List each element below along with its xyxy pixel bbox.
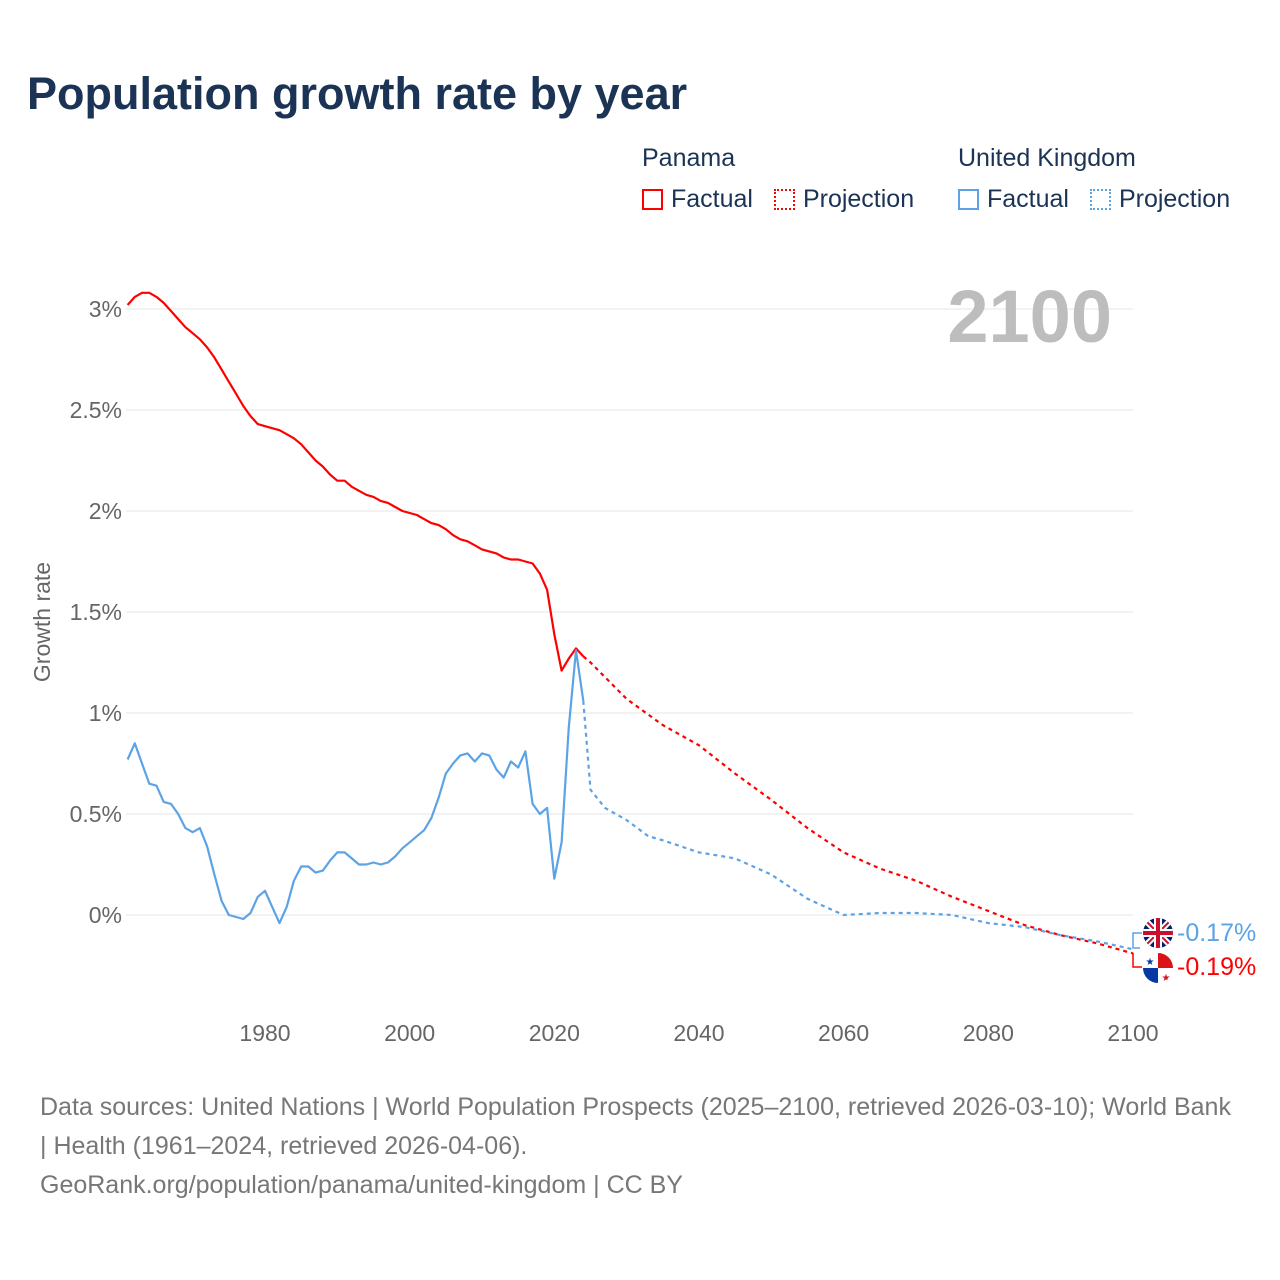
current-year-label: 2100 (947, 275, 1112, 358)
x-tick-label: 2020 (529, 1020, 580, 1046)
y-tick-label: 2.5% (70, 397, 122, 423)
footer: Data sources: United Nations | World Pop… (40, 1088, 1240, 1205)
series-line-panama-factual (126, 291, 585, 672)
legend-label: Projection (1118, 185, 1231, 213)
uk-end-value: -0.17% (1177, 919, 1256, 947)
panama-end-value: -0.19% (1177, 953, 1256, 981)
legend-label: Projection (802, 185, 915, 213)
legend-country: Panama (642, 144, 736, 172)
legend-item-uk-factual[interactable]: Factual (958, 185, 1069, 214)
y-tick-label: 0.5% (70, 801, 122, 827)
legend-item-uk-projection[interactable]: Projection (1089, 185, 1231, 214)
svg-text:★: ★ (1146, 957, 1155, 968)
panama-end-connector (1132, 953, 1142, 968)
data-sources: Data sources: United Nations | World Pop… (40, 1093, 1231, 1160)
x-tick-label: 2040 (673, 1020, 724, 1046)
legend-item-panama-projection[interactable]: Projection (773, 185, 915, 214)
series-line-united-kingdom-factual (126, 649, 585, 925)
legend-uk: United Kingdom Factual Projection (958, 144, 1244, 217)
svg-text:★: ★ (1162, 973, 1171, 984)
x-tick-label: 2100 (1107, 1020, 1158, 1046)
y-tick-label: 3% (89, 296, 122, 322)
y-tick-label: 1% (89, 700, 122, 726)
chart-title: Population growth rate by year (27, 68, 688, 119)
series-line-united-kingdom-projection (582, 700, 1134, 951)
legend-label: Factual (987, 185, 1069, 213)
legend-swatch (958, 189, 979, 210)
y-axis-label: Growth rate (29, 562, 55, 682)
uk-end-connector (1132, 932, 1142, 949)
legend-item-panama-factual[interactable]: Factual (642, 185, 753, 214)
uk-flag-icon (1143, 918, 1173, 948)
legend-swatch (642, 189, 663, 210)
y-tick-label: 1.5% (70, 599, 122, 625)
legend-swatch (773, 189, 795, 210)
x-tick-label: 2080 (963, 1020, 1014, 1046)
series-line-panama-projection (582, 655, 1134, 955)
y-tick-label: 0% (89, 902, 122, 928)
legend-panama: Panama Factual Projection (642, 144, 928, 217)
legend-country: United Kingdom (958, 144, 1136, 172)
credit-link[interactable]: GeoRank.org/population/panama/united-kin… (40, 1171, 683, 1199)
y-tick-label: 2% (89, 498, 122, 524)
x-tick-label: 2000 (384, 1020, 435, 1046)
legend-swatch (1089, 189, 1111, 210)
legend-label: Factual (671, 185, 753, 213)
x-tick-label: 2060 (818, 1020, 869, 1046)
panama-flag-icon: ★ ★ (1143, 953, 1173, 984)
x-tick-label: 1980 (239, 1020, 290, 1046)
